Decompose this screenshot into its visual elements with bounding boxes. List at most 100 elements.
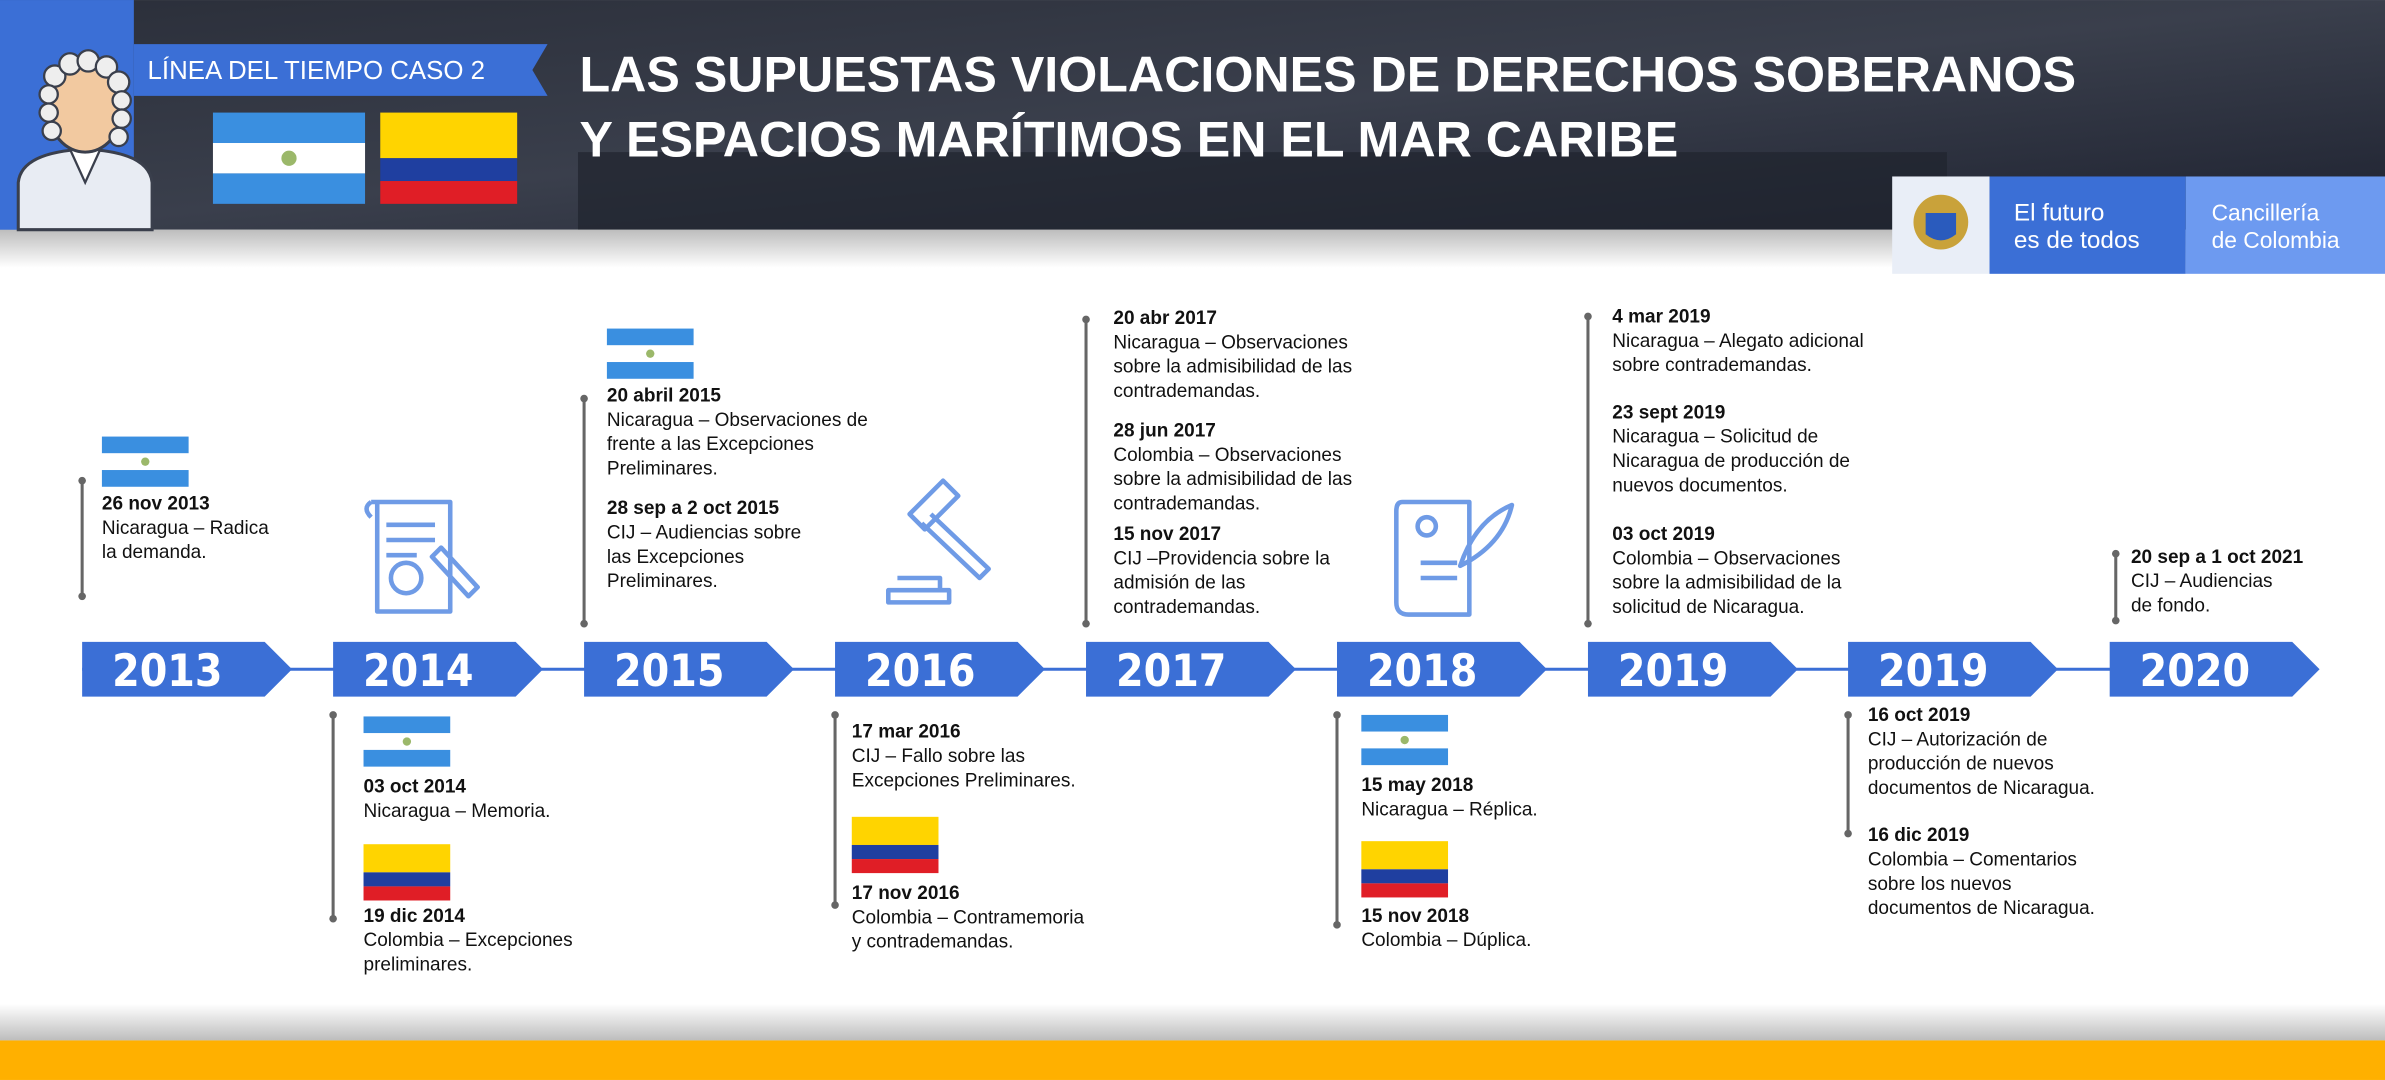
event-text: Nicaragua – Memoria. [364,801,551,822]
event-date: 15 may 2018 [1361,775,1473,796]
event-text: Colombia – Excepciones [364,930,573,951]
stripe [363,886,451,901]
event-text: contrademandas. [1113,494,1260,515]
connector-dot [1584,619,1592,628]
connector-dot [1844,711,1852,719]
stripe [606,328,694,346]
footer-shadow [0,1003,2385,1041]
stripe [380,158,518,182]
logo-text: de Colombia [2212,227,2340,253]
event-date: 17 nov 2016 [852,883,960,904]
year-arrow [584,641,794,697]
emblem [402,737,412,746]
event-text: frente a las Excepciones [607,434,814,455]
emblem [1400,735,1409,745]
event-date: 23 sept 2019 [1612,402,1725,423]
event-text: Excepciones Preliminares. [852,770,1076,791]
stripe [363,716,451,734]
event-text: Nicaragua – Radica [102,518,269,539]
connector-dot [329,914,337,923]
flag-nicaragua [606,328,694,379]
event-text: admisión de las [1113,573,1245,594]
event-text: Nicaragua – Observaciones [1113,332,1347,353]
event-text: sobre la admisibilidad de la [1612,573,1842,594]
event-text: sobre los nuevos [1868,874,2012,895]
logo-text: El futuro [2014,200,2105,227]
stripe [101,470,189,487]
year-label: 2015 [614,646,724,697]
stripe [212,173,366,204]
connector-dot [1082,315,1090,324]
stripe [101,436,189,454]
connector-dot [580,394,588,403]
event-date: 19 dic 2014 [364,906,466,927]
event-text: Nicaragua – Réplica. [1361,799,1537,820]
event-text: contrademandas. [1113,381,1260,402]
badge-ribbon [133,44,548,96]
event-text: la demanda. [102,542,207,563]
year-arrow [1336,641,1547,697]
event-text: sobre la admisibilidad de las [1113,469,1352,490]
year-arrow [1086,641,1296,697]
year-arrow [835,641,1045,697]
connector-dot [831,901,839,909]
stripe [1361,841,1449,870]
bench [577,152,1947,230]
connector-dot [831,711,839,719]
flag-nicaragua [1361,714,1449,766]
connector-dot [78,592,86,601]
event-text: Nicaragua de producción de [1612,451,1850,472]
event-date: 15 nov 2018 [1361,906,1469,927]
event-date: 28 sep a 2 oct 2015 [607,498,780,519]
event-date: 17 mar 2016 [852,722,961,743]
year-label: 2014 [363,646,473,697]
event-text: CIJ –Providencia sobre la [1113,548,1330,569]
event-text: de fondo. [2131,595,2210,616]
event-date: 20 abril 2015 [607,386,722,407]
stripe [363,844,451,873]
event-text: CIJ – Autorización de [1868,729,2048,750]
flag-colombia [1361,841,1449,898]
event-text: sobre contrademandas. [1612,355,1812,376]
connector-dot [1333,921,1341,929]
badge-text: LÍNEA DEL TIEMPO CASO 2 [148,56,486,85]
flag-colombia [363,844,451,901]
event-date: 28 jun 2017 [1113,421,1215,442]
event-date: 16 oct 2019 [1868,705,1970,726]
event-text: Nicaragua – Observaciones de [607,410,868,431]
flag-nicaragua [212,112,366,204]
stripe [1361,748,1449,766]
year-label: 2019 [1618,646,1728,697]
connector-dot [2111,616,2120,625]
year-label: 2019 [1878,646,1988,697]
event-text: CIJ – Fallo sobre las [852,746,1025,767]
event-text: documentos de Nicaragua. [1868,778,2095,799]
event-date: 03 oct 2019 [1612,524,1714,545]
year-label: 2020 [2140,646,2250,697]
event-text: sobre la admisibilidad de las [1113,357,1352,378]
year-arrow [1848,641,2058,697]
footer-bar [0,1040,2385,1080]
event-text: contrademandas. [1113,597,1260,618]
connector-dot [580,619,588,628]
year-arrow [333,641,544,697]
stripe [1361,883,1449,898]
flag-colombia [851,816,939,874]
event-text: Colombia – Observaciones [1612,548,1840,569]
event-text: nuevos documentos. [1612,475,1787,496]
connector-dot [329,711,337,719]
emblem [281,150,297,166]
event-text: y contrademandas. [852,932,1014,953]
event-text: Preliminares. [607,571,718,592]
connector-dot [1333,711,1341,719]
stripe [851,859,939,874]
logo-text: es de todos [2014,227,2140,254]
year-arrow [1587,641,1798,697]
title-line: LAS SUPUESTAS VIOLACIONES DE DERECHOS SO… [580,46,2077,102]
event-date: 4 mar 2019 [1612,306,1710,327]
event-text: Colombia – Contramemoria [852,907,1085,928]
event-text: producción de nuevos [1868,754,2054,775]
title-line: Y ESPACIOS MARÍTIMOS EN EL MAR CARIBE [580,112,1679,168]
event-text: Colombia – Comentarios [1868,850,2077,871]
